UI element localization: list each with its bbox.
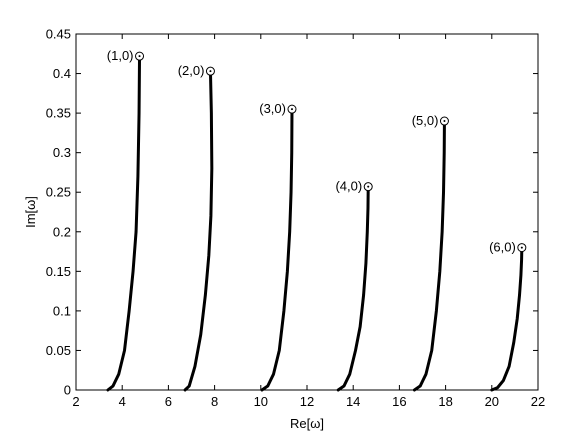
point-label: (5,0) (412, 113, 439, 128)
series-2: (2,0) (178, 63, 215, 392)
y-tick-label: 0.1 (53, 303, 71, 318)
point-label: (1,0) (107, 48, 134, 63)
y-tick-label: 0.4 (53, 66, 71, 81)
y-axis-label: Im[ω] (23, 196, 38, 228)
y-tick-label: 0.25 (46, 185, 71, 200)
plot-area (75, 33, 539, 391)
endpoint-marker-dot (520, 246, 523, 249)
series-line (183, 69, 214, 392)
y-tick-label: 0.15 (46, 264, 71, 279)
y-tick-label: 0 (64, 383, 71, 398)
x-tick-label: 18 (438, 394, 452, 409)
y-tick-label: 0.35 (46, 106, 71, 121)
x-tick-label: 16 (392, 394, 406, 409)
endpoint-marker-dot (443, 120, 446, 123)
series-layer: (1,0) (2,0) (3,0) (4,0) (5,0) (6,0) (106, 48, 527, 392)
y-tick-label: 0.45 (46, 27, 71, 42)
series-line (260, 107, 294, 392)
y-tick-label: 0.3 (53, 145, 71, 160)
series-line (412, 119, 446, 392)
x-tick-label: 2 (72, 394, 79, 409)
x-tick-label: 6 (165, 394, 172, 409)
x-tick-label: 20 (485, 394, 499, 409)
series-line (336, 185, 370, 392)
x-tick-label: 22 (531, 394, 545, 409)
series-6: (6,0) (489, 240, 527, 392)
y-axis: 0 0.05 0.1 0.15 0.2 0.25 0.3 0.35 0.4 0.45 (46, 27, 538, 398)
series-1: (1,0) (106, 48, 145, 392)
point-label: (3,0) (259, 101, 286, 116)
x-tick-label: 10 (254, 394, 268, 409)
series-5: (5,0) (412, 113, 449, 392)
x-tick-label: 4 (119, 394, 126, 409)
point-label: (6,0) (489, 240, 516, 255)
endpoint-marker-dot (367, 185, 370, 188)
y-tick-label: 0.2 (53, 224, 71, 239)
series-line (490, 246, 524, 392)
endpoint-marker-dot (209, 70, 212, 73)
series-line (106, 54, 142, 392)
point-label: (4,0) (335, 179, 362, 194)
series-3: (3,0) (259, 101, 297, 392)
x-tick-label: 8 (211, 394, 218, 409)
point-label: (2,0) (178, 63, 205, 78)
x-axis-label: Re[ω] (290, 416, 324, 431)
y-tick-label: 0.05 (46, 343, 71, 358)
x-tick-label: 14 (346, 394, 360, 409)
x-tick-label: 12 (300, 394, 314, 409)
endpoint-marker-dot (290, 108, 293, 111)
series-4: (4,0) (335, 179, 373, 392)
endpoint-marker-dot (138, 55, 141, 58)
